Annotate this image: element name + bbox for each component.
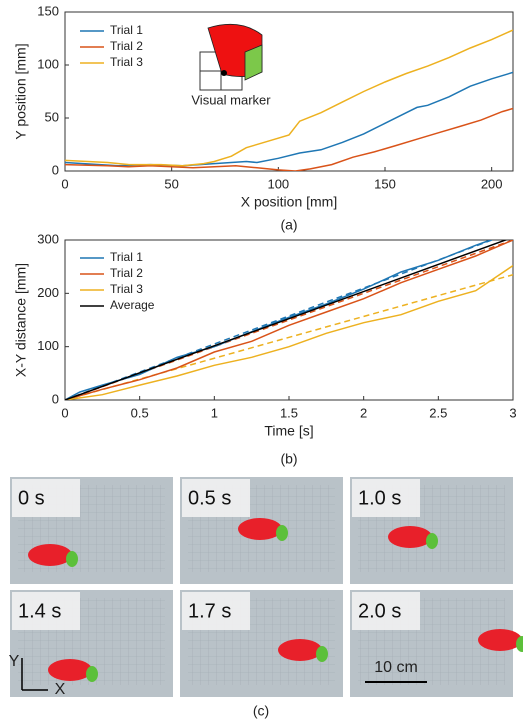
x-axis-label: Time [s]: [264, 423, 313, 439]
x-tick-label: 200: [481, 176, 503, 191]
caption: (b): [280, 451, 297, 467]
frame-label-bg: [12, 479, 80, 517]
x-tick-label: 100: [267, 176, 289, 191]
series-line: [65, 71, 513, 167]
legend-label: Trial 2: [110, 39, 143, 53]
x-tick-label: 0: [61, 405, 68, 420]
robot-tail: [66, 551, 78, 567]
x-axis-label: X position [mm]: [241, 194, 337, 210]
robot-tail: [316, 646, 328, 662]
y-tick-label: 100: [37, 338, 59, 353]
y-tick-label: 50: [45, 109, 59, 124]
robot-tail: [426, 533, 438, 549]
legend-label: Trial 3: [110, 55, 143, 69]
frame-label: 1.0 s: [358, 487, 401, 509]
y-tick-label: 100: [37, 56, 59, 71]
axis-y-label: Y: [9, 653, 20, 670]
y-tick-label: 300: [37, 231, 59, 246]
axis-x-label: X: [55, 681, 66, 698]
legend-label: Trial 3: [110, 282, 143, 296]
series-line: [65, 29, 513, 167]
series-line: [65, 240, 513, 400]
robot: [48, 659, 92, 681]
robot: [278, 639, 322, 661]
y-tick-label: 150: [37, 3, 59, 18]
frame-label-bg: [182, 479, 250, 517]
legend-label: Average: [110, 298, 155, 312]
caption: (c): [253, 703, 269, 719]
x-tick-label: 2: [360, 405, 367, 420]
caption: (a): [280, 217, 297, 233]
series-line: [65, 240, 491, 400]
frame-label-bg: [12, 592, 80, 630]
legend-label: Trial 1: [110, 250, 143, 264]
series-line: [65, 240, 508, 400]
legend-label: Trial 2: [110, 266, 143, 280]
x-tick-label: 1.5: [280, 405, 298, 420]
frame-label: 2.0 s: [358, 600, 401, 622]
robot-tail: [86, 666, 98, 682]
frame-label-bg: [352, 592, 420, 630]
frame-label: 0 s: [18, 487, 45, 509]
x-tick-label: 2.5: [429, 405, 447, 420]
robot-tail: [276, 525, 288, 541]
legend-label: Trial 1: [110, 23, 143, 37]
y-tick-label: 0: [52, 162, 59, 177]
y-tick-label: 200: [37, 285, 59, 300]
plot-area: [65, 29, 513, 171]
robot: [28, 544, 72, 566]
scale-bar-label: 10 cm: [374, 659, 418, 676]
y-axis-label: X-Y distance [mm]: [13, 263, 29, 377]
x-tick-label: 3: [509, 405, 516, 420]
frame-label: 0.5 s: [188, 487, 231, 509]
x-tick-label: 1: [211, 405, 218, 420]
frame-label-bg: [182, 592, 250, 630]
fit-line: [65, 273, 513, 400]
plot-area: [65, 240, 513, 400]
robot: [238, 518, 282, 540]
frame-label: 1.4 s: [18, 600, 61, 622]
frame-label-bg: [352, 479, 420, 517]
x-tick-label: 50: [164, 176, 178, 191]
x-tick-label: 0: [61, 176, 68, 191]
marker-icon: [199, 23, 263, 91]
x-tick-label: 0.5: [131, 405, 149, 420]
y-axis-label: Y position [mm]: [13, 43, 29, 139]
robot-tail: [516, 636, 523, 652]
annotation: Visual marker: [191, 92, 271, 107]
frame-label: 1.7 s: [188, 600, 231, 622]
x-tick-label: 150: [374, 176, 396, 191]
series-line: [65, 107, 513, 171]
series-line: [65, 264, 513, 400]
robot: [388, 526, 432, 548]
robot: [478, 629, 522, 651]
y-tick-label: 0: [52, 391, 59, 406]
